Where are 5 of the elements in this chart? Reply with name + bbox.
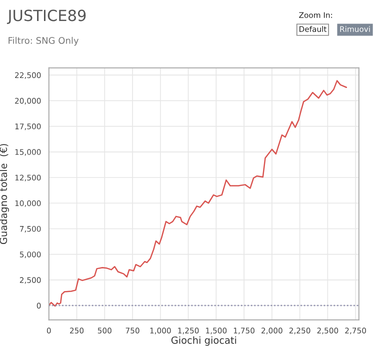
x-axis-title: Giochi giocati [171, 336, 236, 346]
line-series [48, 80, 348, 307]
chart-subtitle: Filtro: SNG Only [8, 36, 79, 46]
y-axis-title: Guadagno totale (€) [0, 144, 9, 244]
chart-title: JUSTICE89 [6, 10, 86, 24]
